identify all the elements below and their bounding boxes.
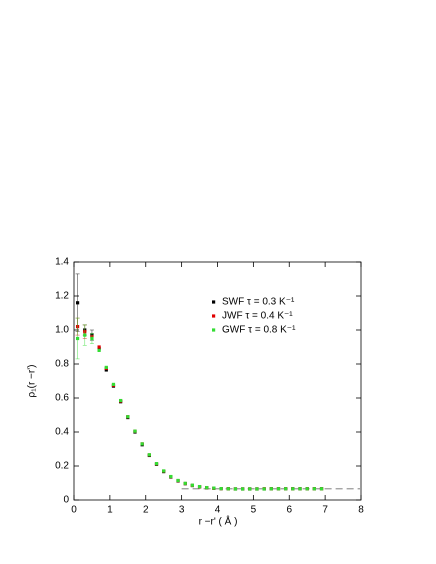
point [284, 487, 288, 491]
y-tick-label: 0.4 [55, 427, 69, 438]
point [154, 462, 159, 466]
point [83, 333, 87, 337]
legend-label: JWF τ = 0.4 K⁻¹ [222, 311, 293, 322]
point [262, 487, 266, 491]
x-axis-label: r −r' ( Å ) [199, 515, 238, 528]
legend-marker [212, 328, 216, 332]
point [248, 487, 252, 491]
point [190, 483, 194, 487]
y-tick-label: 1.4 [55, 257, 69, 268]
point [104, 365, 108, 369]
x-tick-label: 7 [322, 505, 328, 516]
x-tick-label: 3 [179, 505, 185, 516]
y-tick-label: 0.8 [55, 359, 69, 370]
point [212, 486, 216, 490]
x-tick-label: 1 [107, 505, 113, 516]
point [312, 487, 316, 491]
x-tick-label: 4 [215, 505, 221, 516]
point [197, 484, 202, 489]
point [104, 368, 108, 372]
x-tick-label: 0 [71, 505, 77, 516]
legend-marker [212, 300, 216, 304]
x-tick-label: 5 [251, 505, 257, 516]
point [319, 487, 324, 491]
point [147, 453, 151, 457]
point [126, 415, 130, 419]
point [97, 345, 101, 349]
point [75, 336, 80, 341]
legend-marker [212, 314, 216, 318]
point [205, 485, 209, 490]
point [241, 487, 245, 491]
point [97, 347, 101, 351]
point [298, 487, 302, 491]
y-axis-label: ρ₁(r −r') [27, 365, 38, 398]
legend-label: SWF τ = 0.3 K⁻¹ [222, 297, 295, 308]
point [276, 487, 281, 491]
point [255, 487, 259, 491]
legend-label: GWF τ = 0.8 K⁻¹ [222, 325, 296, 336]
point [111, 382, 116, 386]
point [269, 487, 273, 491]
point [75, 301, 80, 305]
plot-frame [73, 261, 362, 501]
point [119, 398, 123, 403]
point [169, 474, 173, 479]
x-tick-label: 2 [143, 505, 149, 516]
point [162, 469, 166, 473]
point [226, 487, 230, 491]
point [176, 478, 180, 483]
point [97, 348, 101, 352]
x-tick-label: 8 [358, 505, 364, 516]
point [291, 487, 295, 491]
point [140, 442, 144, 446]
point [90, 336, 94, 341]
point [305, 487, 309, 491]
y-tick-label: 1.0 [55, 325, 69, 336]
y-tick-label: 0.2 [55, 461, 69, 472]
y-tick-label: 0.6 [55, 393, 69, 404]
point [219, 487, 223, 491]
y-tick-label: 0 [63, 495, 69, 506]
point [183, 481, 187, 485]
point [233, 487, 238, 491]
x-tick-label: 6 [286, 505, 292, 516]
point [133, 429, 137, 433]
y-tick-label: 1.2 [55, 291, 69, 302]
